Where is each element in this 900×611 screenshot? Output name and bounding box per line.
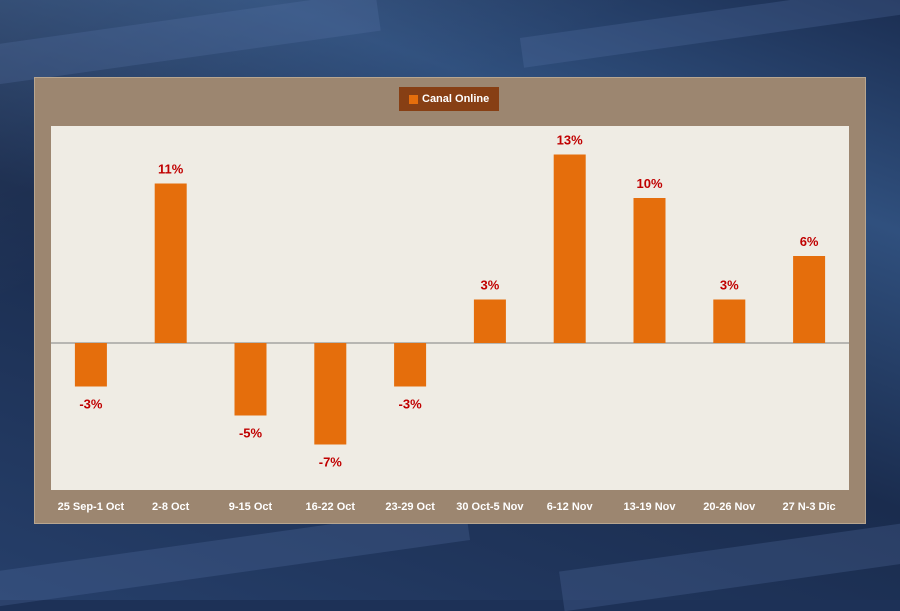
x-tick-label: 27 N-3 Dic [782, 501, 835, 513]
x-tick-label: 16-22 Oct [306, 501, 356, 513]
x-tick-label: 2-8 Oct [152, 501, 190, 513]
x-tick-label: 20-26 Nov [703, 501, 756, 513]
x-tick-label: 9-15 Oct [229, 501, 273, 513]
bar [314, 343, 347, 445]
bar [154, 183, 187, 343]
chart-panel: -3% 11% -5% -7% -3% 3% 13% 10% 3% 6% Canal Online… [35, 78, 865, 523]
legend: Canal Online [399, 87, 500, 111]
x-tick-label: 25 Sep-1 Oct [58, 501, 125, 513]
data-label: 6% [800, 234, 819, 249]
plot-area: -3% 11% -5% -7% -3% 3% 13% 10% 3% 6% [51, 126, 849, 490]
bar [74, 343, 107, 387]
legend-swatch [409, 94, 418, 104]
data-label: 3% [720, 278, 739, 293]
data-label: -5% [239, 426, 263, 441]
x-tick-label: 23-29 Oct [385, 501, 435, 513]
data-label: 11% [158, 162, 184, 177]
legend-label: Canal Online [422, 93, 490, 105]
bar [713, 299, 746, 343]
x-tick-label: 6-12 Nov [547, 501, 594, 513]
data-label: -3% [79, 397, 103, 412]
bar [234, 343, 267, 416]
x-tick-label: 30 Oct-5 Nov [456, 501, 524, 513]
data-label: 10% [636, 176, 662, 191]
bar [633, 198, 666, 343]
bar [793, 256, 826, 343]
x-tick-label: 13-19 Nov [624, 501, 677, 513]
bar [473, 299, 506, 343]
data-label: 3% [481, 278, 500, 293]
data-label: 13% [557, 133, 583, 148]
bar-chart: -3% 11% -5% -7% -3% 3% 13% 10% 3% 6% [51, 133, 849, 470]
data-label: -3% [399, 397, 423, 412]
bar [394, 343, 427, 387]
data-label: -7% [319, 455, 343, 470]
bar [553, 154, 586, 343]
